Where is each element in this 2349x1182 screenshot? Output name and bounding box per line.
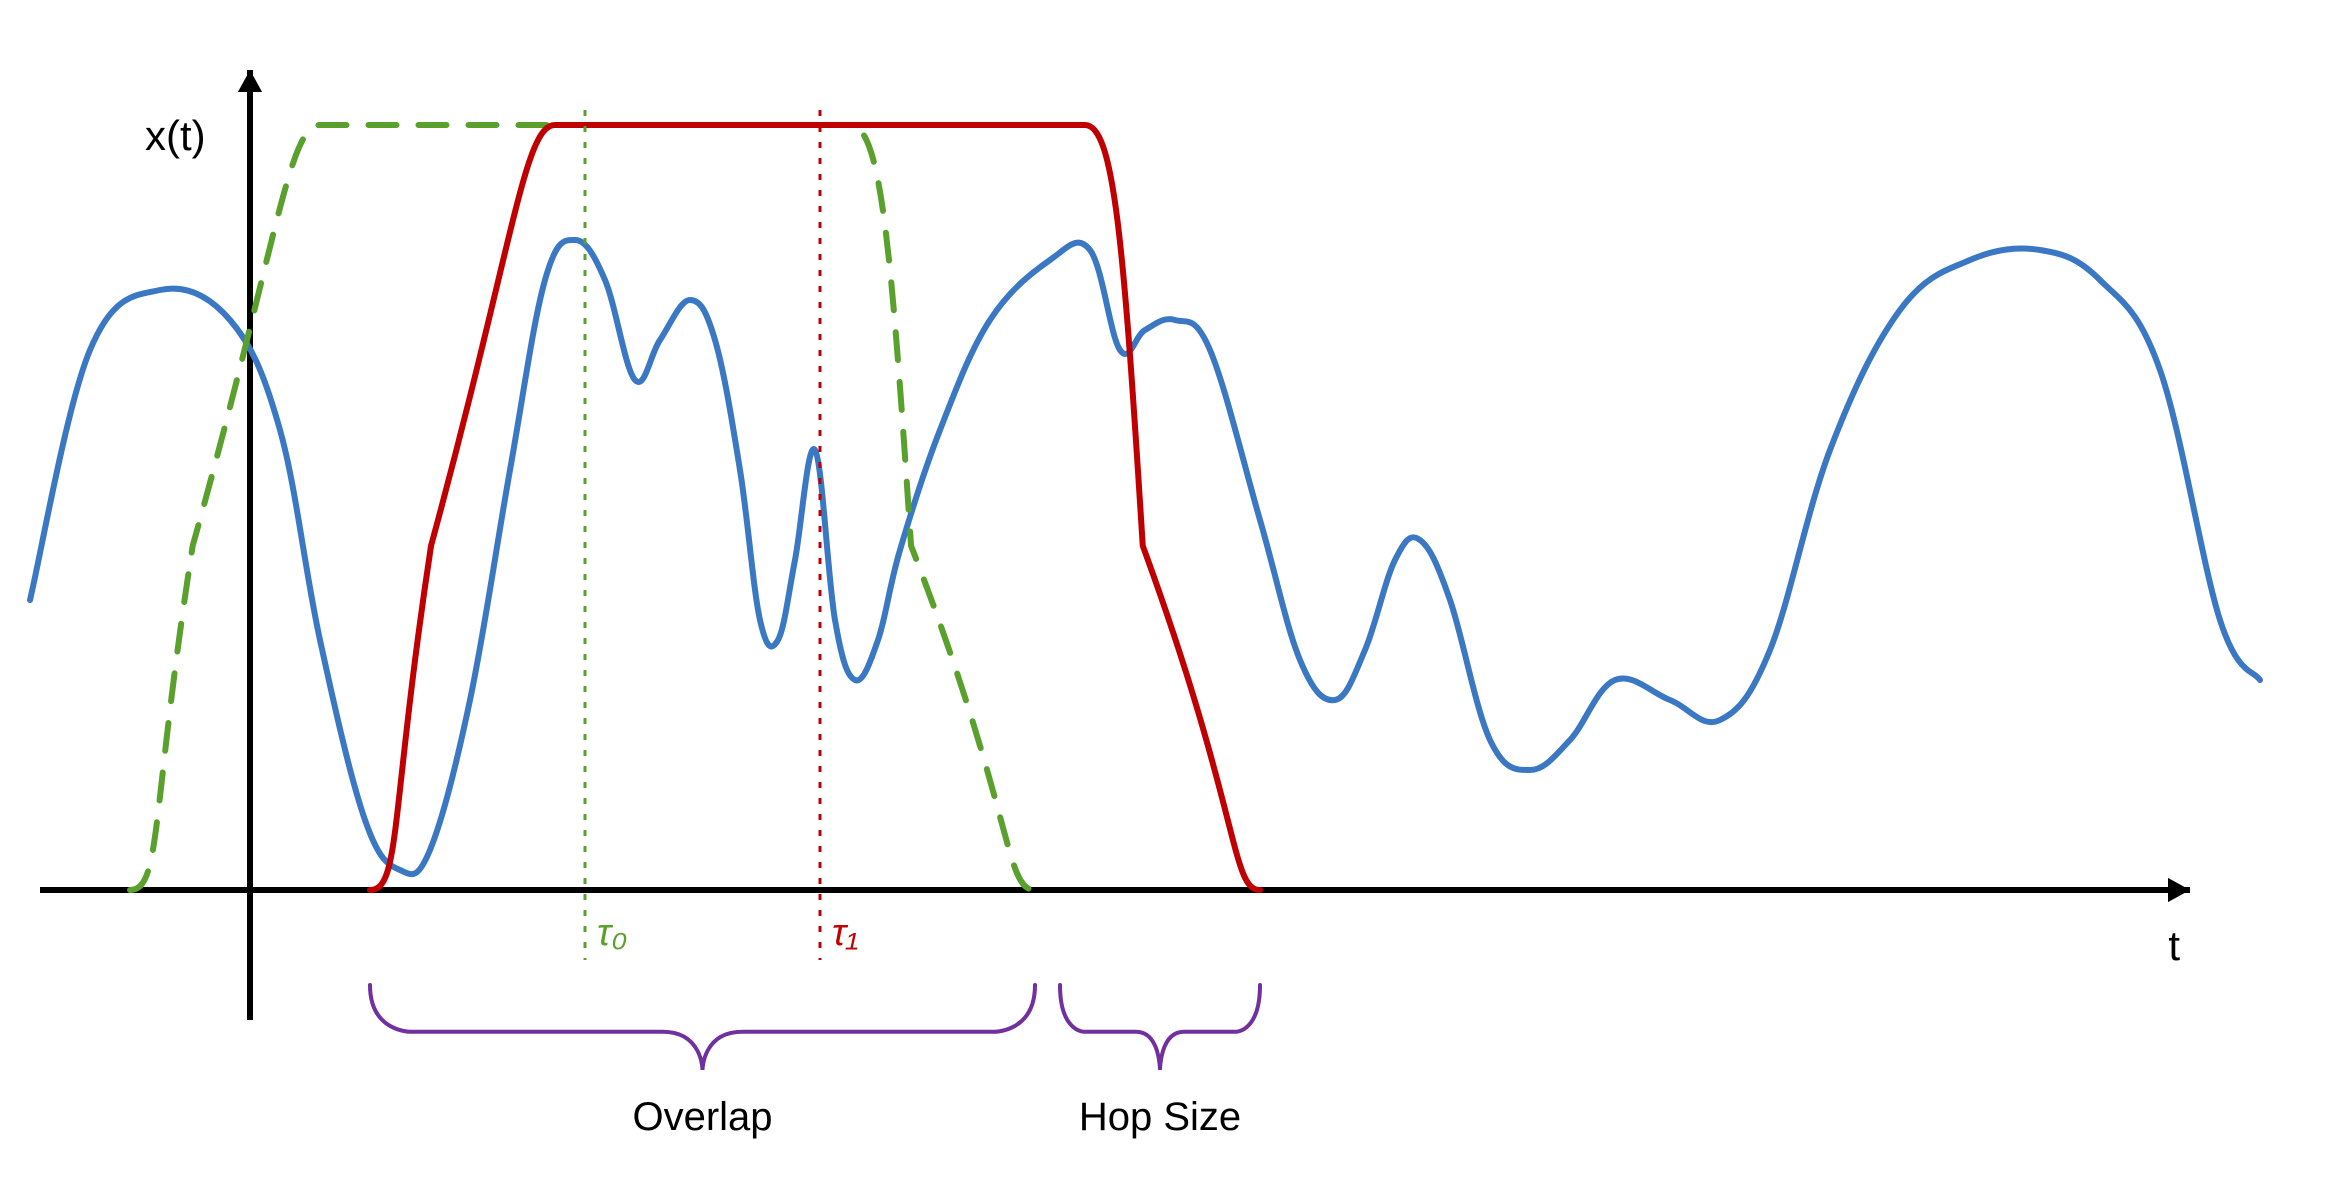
overlap-brace: [370, 985, 1035, 1070]
tau0-label: τ₀: [597, 912, 627, 954]
hop-brace: [1060, 985, 1260, 1070]
y-axis-label: x(t): [145, 112, 206, 159]
tau1-label: τ₁: [832, 912, 858, 954]
hop-label: Hop Size: [1079, 1095, 1241, 1139]
overlap-label: Overlap: [632, 1095, 772, 1139]
x-axis-label: t: [2168, 922, 2180, 969]
